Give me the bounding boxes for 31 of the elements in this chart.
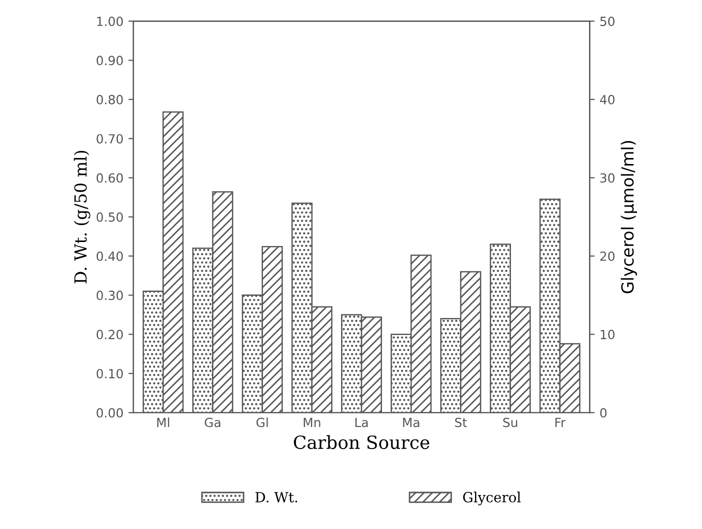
y-tick-label: 0.90	[96, 56, 123, 66]
legend-label: D. Wt.	[255, 492, 298, 502]
x-tick-label: La	[355, 418, 368, 428]
y2-tick-label: 20	[600, 252, 614, 261]
x-tick-label: Ma	[403, 418, 420, 428]
y2-tick-label: 50	[600, 16, 614, 26]
x-tick-label: Gl	[256, 417, 268, 428]
x-tick-label: Ml	[157, 417, 170, 427]
y-tick-label: 0.60	[96, 173, 123, 183]
x-tick-label: Fr	[555, 418, 566, 427]
y-tick-label: 0.10	[96, 368, 123, 378]
x-tick-label: Mn	[304, 418, 320, 427]
x-tick-label: Ga	[204, 418, 220, 428]
y-tick-label: 0.40	[96, 252, 123, 261]
x-tick-label: St	[455, 418, 467, 428]
legend-label: Glycerol	[463, 492, 521, 506]
y-axis-title: D. Wt. (g/50 ml)	[74, 150, 90, 284]
y2-tick-label: 0	[600, 408, 607, 418]
y2-tick-label: 40	[600, 94, 614, 104]
y-tick-label: 0.50	[96, 212, 123, 222]
y-tick-label: 0.70	[96, 134, 123, 144]
y-tick-label: 0.20	[96, 330, 123, 340]
y2-axis-title: Glycerol (µmol/ml)	[620, 141, 637, 294]
y-tick-label: 0.30	[96, 290, 123, 300]
x-tick-label: Su	[503, 418, 518, 428]
y2-tick-label: 10	[600, 330, 614, 340]
y-tick-label: 0.80	[96, 94, 123, 104]
x-axis-title: Carbon Source	[294, 435, 430, 450]
y2-tick-label: 30	[600, 173, 614, 183]
y-tick-label: 0.00	[96, 408, 123, 418]
y-tick-label: 1.00	[97, 16, 123, 26]
